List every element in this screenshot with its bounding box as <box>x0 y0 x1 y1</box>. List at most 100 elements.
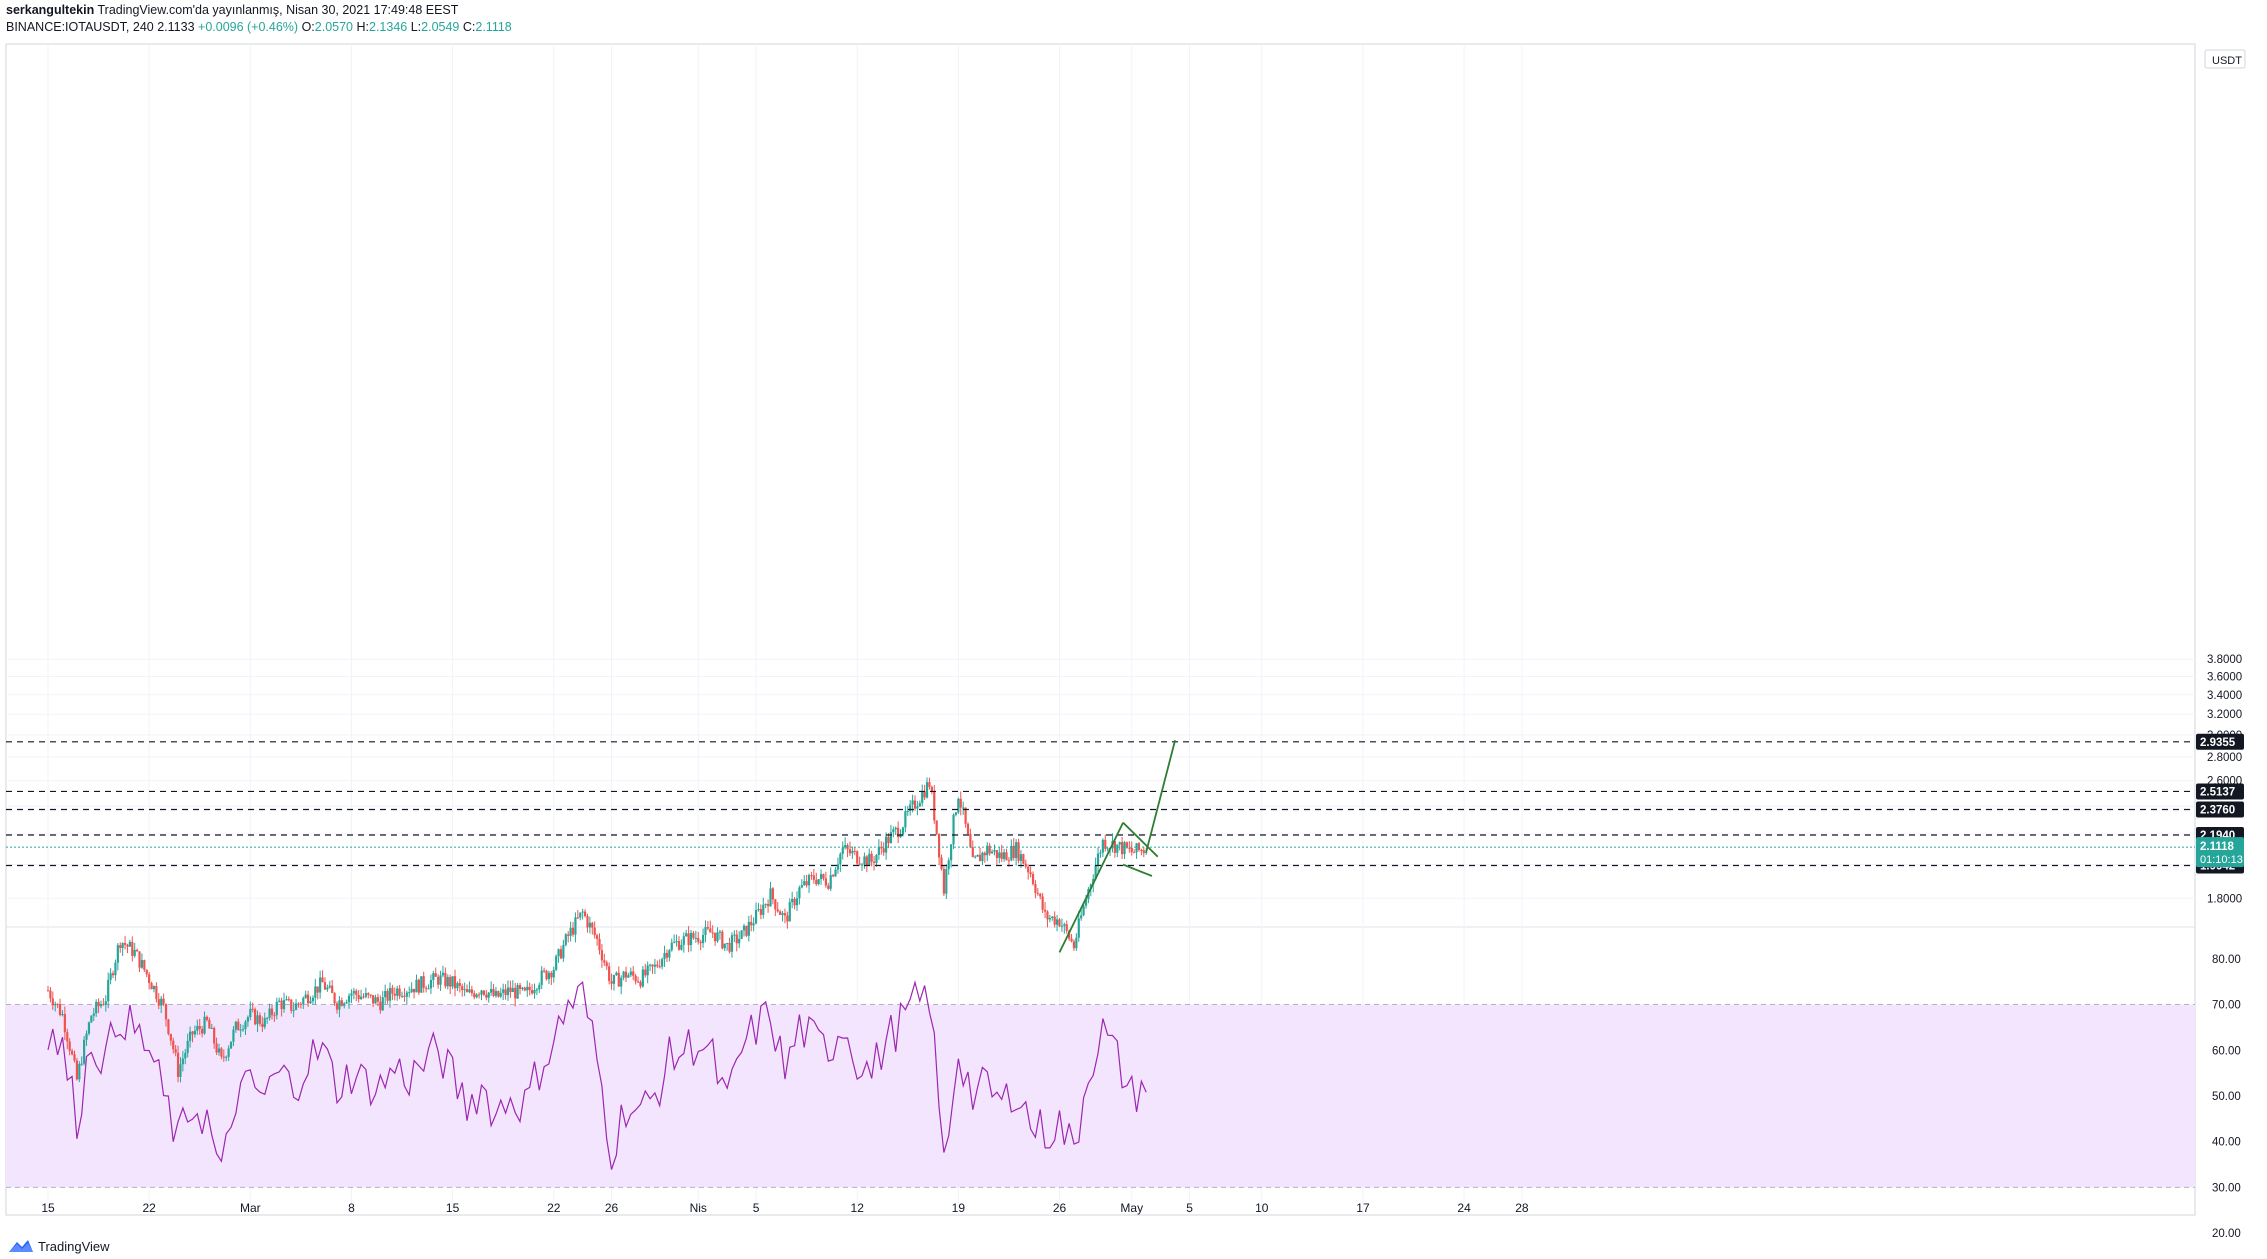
time-tick-label: 24 <box>1457 1201 1471 1215</box>
candle-body <box>945 869 948 894</box>
candle-body <box>502 989 505 993</box>
candle-body <box>463 989 466 991</box>
candle-body <box>485 994 488 998</box>
candle-body <box>227 1048 230 1057</box>
candle-body <box>947 860 950 870</box>
candle-body <box>682 936 685 945</box>
candle-body <box>832 875 835 877</box>
candle-body <box>892 829 895 833</box>
candle-body <box>1116 844 1119 853</box>
rsi-tick-label: 20.00 <box>2212 1228 2241 1240</box>
candle-body <box>636 981 640 983</box>
candle-body <box>966 823 970 834</box>
candle-body <box>179 1064 182 1077</box>
candle-body <box>1101 839 1104 853</box>
candle-body <box>656 964 659 967</box>
candle-body <box>104 1001 107 1005</box>
time-tick-label: 28 <box>1515 1201 1529 1215</box>
candle-body <box>275 1001 278 1016</box>
candle-body <box>942 868 945 894</box>
time-tick-label: 8 <box>348 1201 355 1215</box>
footer-brand[interactable]: TradingView <box>38 1238 110 1254</box>
candle-body <box>764 904 767 906</box>
candle-body <box>962 807 965 809</box>
candle-body <box>925 782 929 798</box>
candle-body <box>588 922 591 928</box>
candle-body <box>1140 849 1143 851</box>
time-tick-label: 5 <box>1186 1201 1193 1215</box>
candle-body <box>138 951 141 968</box>
candle-body <box>1135 843 1138 853</box>
candle-body <box>697 937 700 942</box>
candle-body <box>916 806 919 809</box>
level-badge <box>2196 783 2244 800</box>
candle-body <box>1031 874 1035 885</box>
candle-body <box>909 804 912 812</box>
candle-body <box>412 988 416 993</box>
candle-body <box>87 1022 91 1034</box>
candle-body <box>215 1043 218 1053</box>
candle-body <box>186 1040 189 1053</box>
candle-body <box>1053 916 1056 925</box>
candle-body <box>1080 915 1083 919</box>
candle-body <box>111 973 115 976</box>
candle-body <box>921 791 924 803</box>
candle-body <box>480 990 483 995</box>
candle-body <box>73 1054 76 1061</box>
candle-body <box>229 1041 233 1049</box>
candle-body <box>61 1014 64 1016</box>
candle-body <box>699 941 702 944</box>
currency-badge <box>2204 49 2246 69</box>
candle-body <box>314 986 317 998</box>
candle-body <box>841 847 844 854</box>
candle-body <box>294 1003 298 1010</box>
candle-body <box>658 966 661 968</box>
candle-body <box>475 994 478 998</box>
candle-body <box>1104 839 1107 849</box>
candle-body <box>1118 842 1121 845</box>
candle-body <box>990 851 994 854</box>
candle-body <box>612 974 616 984</box>
candle-body <box>730 935 734 952</box>
candle-body <box>509 987 512 993</box>
candle-body <box>646 965 649 976</box>
candle-body <box>899 834 902 838</box>
candle-body <box>824 878 827 886</box>
candle-body <box>786 915 789 922</box>
candle-body <box>504 989 507 996</box>
candle-body <box>634 975 637 982</box>
candle-body <box>203 1016 206 1034</box>
candle-body <box>355 990 358 995</box>
candle-body <box>923 791 926 798</box>
candle-body <box>123 942 127 945</box>
candle-body <box>210 1027 213 1029</box>
candle-body <box>75 1060 78 1080</box>
candle-body <box>747 921 750 936</box>
candle-body <box>1051 916 1054 919</box>
price-tick-label: 3.2000 <box>2207 709 2242 721</box>
countdown-label: 01:10:13 <box>2200 854 2243 866</box>
candle-body <box>904 811 907 828</box>
candle-body <box>451 976 454 987</box>
candle-body <box>1145 852 1148 854</box>
candle-body <box>552 969 555 978</box>
candle-body <box>1043 909 1047 912</box>
candle-body <box>543 970 546 972</box>
low-value: 2.0549 <box>421 20 460 34</box>
author-name[interactable]: serkangultekin <box>6 3 95 17</box>
candle-body <box>1094 865 1097 879</box>
candle-body <box>1007 860 1011 862</box>
candle-body <box>933 791 936 821</box>
candle-body <box>673 941 676 943</box>
currency-label: USDT <box>2212 55 2242 67</box>
candle-body <box>1017 842 1020 861</box>
candle-body <box>716 932 719 942</box>
symbol-name[interactable]: BINANCE:IOTAUSDT, 240 <box>6 20 154 34</box>
candle-body <box>497 991 500 997</box>
tradingview-logo-icon[interactable] <box>8 1238 34 1254</box>
candle-body <box>521 987 524 990</box>
price-tick-label: 3.6000 <box>2207 672 2242 684</box>
candle-body <box>95 1001 98 1014</box>
candle-body <box>114 962 117 976</box>
